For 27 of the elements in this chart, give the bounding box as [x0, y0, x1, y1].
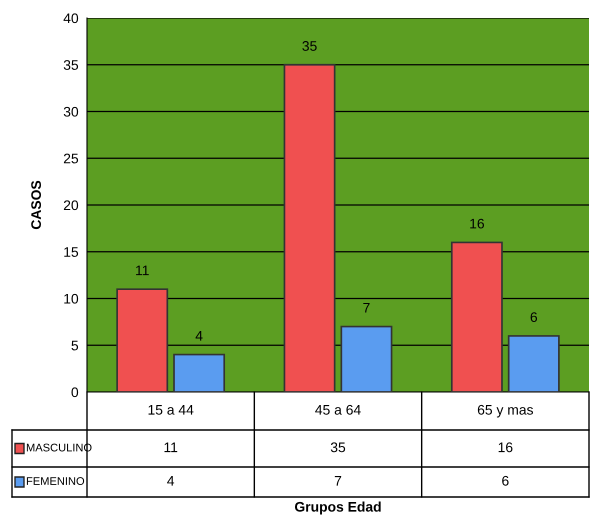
data-label: 4	[196, 331, 203, 341]
text: 6	[502, 476, 509, 486]
x-tick-label: 65 y mas	[478, 404, 534, 418]
y-tick-label: 35	[64, 60, 78, 70]
y-axis-title: CASOS	[31, 180, 42, 230]
y-tick-label: 10	[64, 294, 78, 304]
data-label: 16	[470, 218, 484, 229]
text: 4	[167, 476, 174, 486]
text: 7	[334, 476, 342, 486]
y-tick-label: 0	[71, 387, 78, 398]
x-tick-label: 45 a 64	[315, 404, 361, 415]
data-label: 6	[530, 312, 538, 322]
y-tick-label: 20	[64, 200, 78, 210]
x-tick-label: 15 a 44	[148, 405, 194, 415]
legend-label: FEMENINO	[26, 477, 84, 485]
y-tick-label: 25	[64, 154, 78, 164]
y-tick-label: 5	[72, 340, 78, 350]
y-tick-label: 30	[64, 106, 78, 117]
data-label: 11	[136, 266, 149, 276]
y-tick-label: 15	[64, 247, 78, 257]
text: 16	[498, 442, 512, 452]
data-label: 35	[302, 41, 317, 51]
text: 11	[164, 442, 178, 452]
text: 35	[330, 442, 346, 452]
data-label: 7	[363, 303, 370, 313]
y-tick-label: 40	[64, 13, 78, 24]
text: Grupos Edad	[294, 502, 381, 514]
